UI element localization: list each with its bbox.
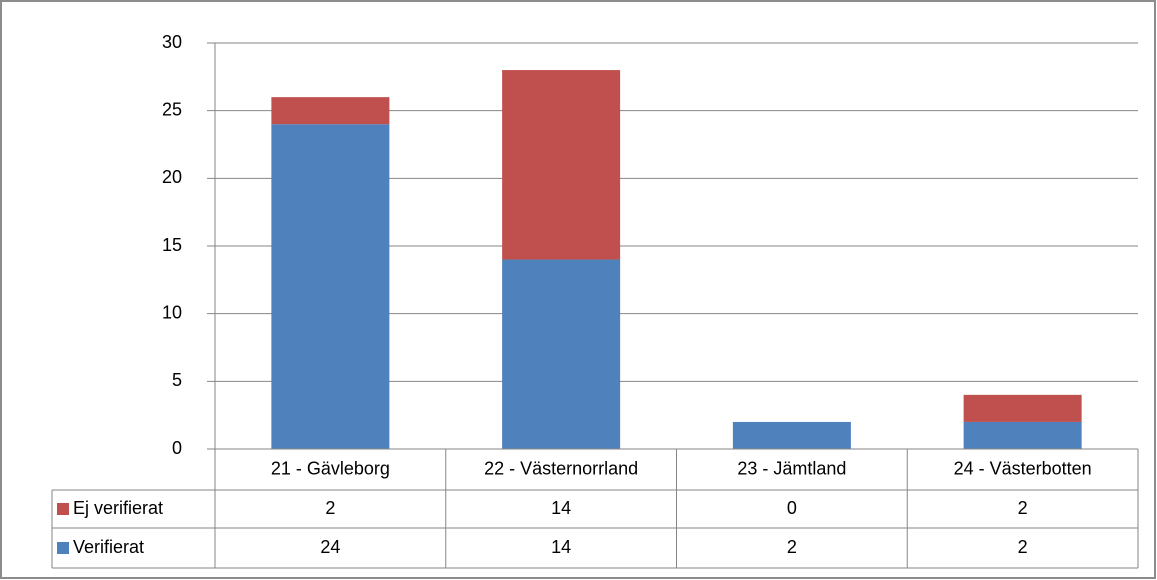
y-tick-label: 5 <box>172 370 182 390</box>
table-value: 14 <box>551 537 571 557</box>
x-tick-label: 24 - Västerbotten <box>954 458 1092 478</box>
y-tick-label: 20 <box>162 167 182 187</box>
bar-segment <box>502 70 621 260</box>
legend-swatch <box>57 503 69 515</box>
table-value: 24 <box>320 537 340 557</box>
x-tick-label: 21 - Gävleborg <box>271 458 390 478</box>
x-tick-label: 23 - Jämtland <box>737 458 846 478</box>
legend-label: Verifierat <box>73 537 144 557</box>
legend-swatch <box>57 542 69 554</box>
table-value: 14 <box>551 498 571 518</box>
legend-label: Ej verifierat <box>73 498 163 518</box>
bar-segment <box>271 124 390 449</box>
bar-segment <box>732 421 851 449</box>
bar-segment <box>963 421 1082 449</box>
y-tick-label: 30 <box>162 32 182 52</box>
y-tick-label: 0 <box>172 438 182 458</box>
y-tick-label: 10 <box>162 302 182 322</box>
table-value: 2 <box>1018 537 1028 557</box>
x-tick-label: 22 - Västernorrland <box>484 458 638 478</box>
y-tick-label: 15 <box>162 235 182 255</box>
table-value: 2 <box>325 498 335 518</box>
bar-segment <box>502 259 621 449</box>
bar-segment <box>271 97 390 125</box>
bar-segment <box>963 394 1082 422</box>
y-tick-label: 25 <box>162 99 182 119</box>
table-value: 2 <box>787 537 797 557</box>
table-value: 2 <box>1018 498 1028 518</box>
table-value: 0 <box>787 498 797 518</box>
